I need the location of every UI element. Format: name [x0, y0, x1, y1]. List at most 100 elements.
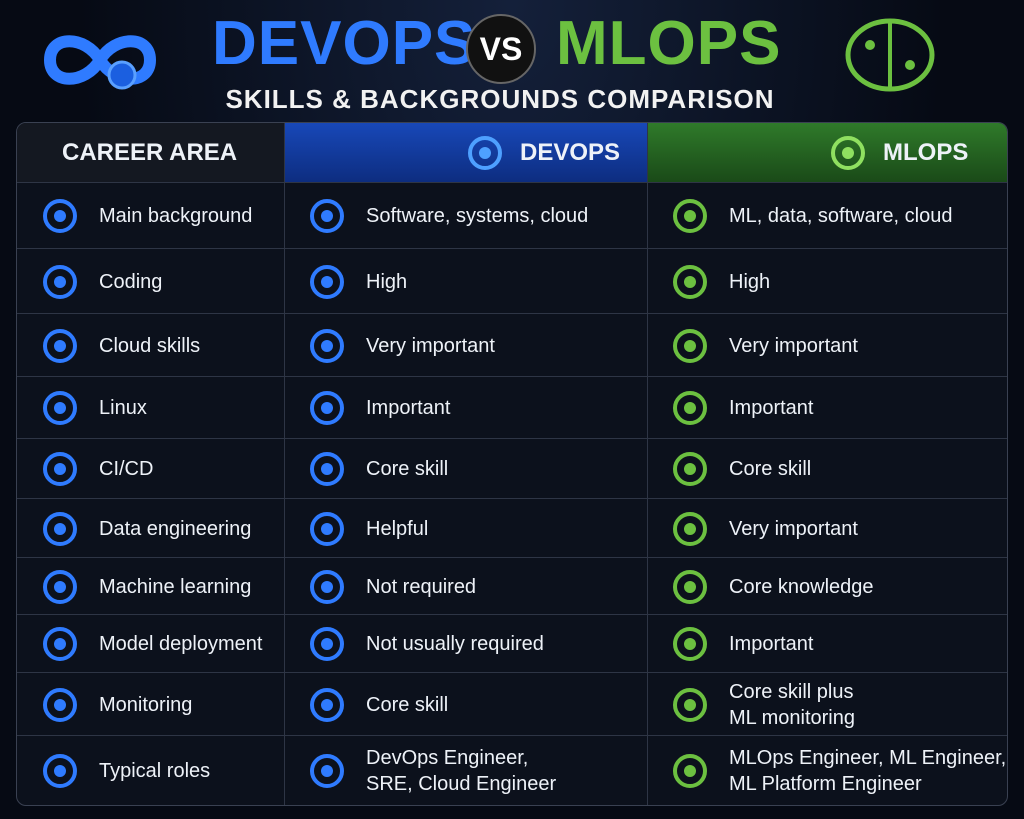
table-row: Machine learning Not required Core knowled… [17, 557, 1007, 615]
icon [310, 511, 344, 546]
cell-line: SRE, Cloud Engineer [366, 773, 557, 795]
table-cell: Machine learning [17, 558, 284, 615]
icon [43, 199, 77, 233]
cell-line: Typical roles [99, 760, 211, 782]
table-cell: Core skill [284, 673, 647, 736]
cell-text: Software, systems, cloud [366, 203, 588, 229]
icon [43, 627, 77, 661]
cell-text: Important [366, 395, 450, 421]
cell-line: High [366, 270, 408, 293]
icon [831, 135, 865, 170]
table-row: Typical roles DevOps Engineer, SRE, Cloud … [17, 735, 1007, 805]
cell-text: Important [729, 631, 813, 657]
icon [43, 511, 77, 546]
column-divider [284, 123, 285, 805]
cell-line: Linux [99, 397, 147, 419]
header-text: DEVOPS [520, 138, 621, 166]
cell-line: Core skill [366, 693, 449, 716]
table-row: Coding High High [17, 248, 1007, 314]
table-cell: Core skill [647, 439, 1007, 499]
table-row: Linux Important Important [17, 376, 1007, 439]
icon [310, 627, 344, 661]
subtitle: SKILLS & BACKGROUNDS COMPARISON [225, 84, 775, 114]
icon [310, 754, 344, 788]
cell-line: ML monitoring [729, 706, 855, 729]
table-row: Data engineering Helpful Very important [17, 498, 1007, 558]
cell-line: DevOps Engineer, [366, 747, 529, 769]
header-cell: DEVOPS [284, 123, 647, 182]
icon [673, 391, 707, 425]
table-cell: Core skill plus ML monitoring [647, 673, 1007, 736]
table-row: Cloud skills Very important Very important [17, 313, 1007, 377]
table-row: Monitoring Core skill Core skill plus ML mo… [17, 672, 1007, 736]
cell-line: Very important [366, 334, 495, 357]
cell-text: Very important [366, 333, 495, 359]
cell-line: High [729, 270, 771, 293]
icon [468, 135, 502, 170]
vs-badge: VS [466, 14, 536, 84]
cell-line: Important [729, 633, 814, 655]
icon [43, 264, 77, 299]
cell-line: Monitoring [99, 693, 193, 716]
table-cell: Linux [17, 377, 284, 439]
cell-text: Core skill [366, 456, 448, 482]
cell-text: Core skill [366, 692, 448, 718]
icon [673, 328, 707, 363]
table-cell: High [284, 249, 647, 314]
icon [43, 754, 77, 788]
cell-text: CI/CD [99, 456, 153, 482]
cell-text: ML, data, software, cloud [729, 203, 952, 229]
cell-text: Important [729, 395, 813, 421]
table-cell: Very important [284, 314, 647, 377]
table-cell: Important [284, 377, 647, 439]
table-cell: Software, systems, cloud [284, 183, 647, 249]
table-row: Main background Software, systems, cloud M… [17, 182, 1007, 249]
cell-text: Main background [99, 203, 252, 229]
cell-line: Not usually required [366, 633, 544, 655]
icon [43, 452, 77, 486]
table-cell: ML, data, software, cloud [647, 183, 1007, 249]
cell-text: Core skill plus ML monitoring [729, 679, 855, 731]
cell-line: Model deployment [99, 633, 263, 655]
header-cell: MLOPS [647, 123, 1007, 182]
cell-line: Data engineering [99, 517, 252, 540]
table-cell: Important [647, 377, 1007, 439]
cell-text: MLOps Engineer, ML Engineer, ML Platform … [729, 745, 1006, 797]
table-row: CI/CD Core skill Core skill [17, 438, 1007, 499]
cell-line: Main background [99, 205, 253, 227]
table-cell: Very important [647, 499, 1007, 558]
icon [43, 328, 77, 363]
icon [673, 264, 707, 299]
cell-line: ML Platform Engineer [729, 773, 922, 795]
icon [673, 687, 707, 722]
cell-text: High [366, 269, 407, 295]
cell-line: Core skill [729, 458, 812, 480]
table-cell: Cloud skills [17, 314, 284, 377]
icon [673, 754, 707, 788]
icon [673, 199, 707, 233]
icon [310, 569, 344, 604]
table-row: Model deployment Not usually required Impo… [17, 614, 1007, 673]
title-mlops: MLOPS [556, 9, 782, 78]
column-divider [647, 123, 648, 805]
icon [310, 199, 344, 233]
cell-text: DevOps Engineer, SRE, Cloud Engineer [366, 745, 556, 797]
cell-line: MLOps Engineer, ML Engineer, [729, 747, 1007, 769]
table-cell: Core knowledge [647, 558, 1007, 615]
header-text: CAREER AREA [62, 138, 238, 166]
table-cell: Data engineering [17, 499, 284, 558]
cell-line: Core knowledge [729, 575, 874, 598]
cell-line: Not required [366, 575, 477, 598]
table-cell: High [647, 249, 1007, 314]
cell-text: Helpful [366, 516, 428, 542]
header-text: MLOPS [883, 138, 969, 166]
icon [310, 264, 344, 299]
cell-text: Typical roles [99, 758, 210, 784]
cell-text: Model deployment [99, 631, 262, 657]
cell-line: Machine learning [99, 575, 252, 598]
cell-line: Core skill plus [729, 680, 854, 703]
cell-text: Very important [729, 333, 858, 359]
table-cell: Not usually required [284, 615, 647, 673]
table-cell: Coding [17, 249, 284, 314]
